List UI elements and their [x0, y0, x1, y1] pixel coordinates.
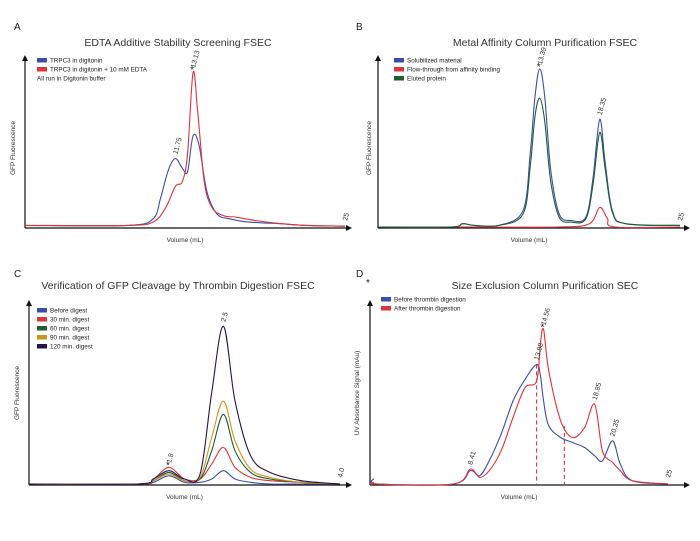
series-line	[369, 327, 669, 486]
legend-label: TRPC3 in digitonin	[50, 58, 103, 65]
panel-title: Verification of GFP Cleavage by Thrombin…	[41, 280, 315, 292]
series-line	[24, 70, 346, 227]
panel-d: D Size Exclusion Column Purification SEC V…	[354, 269, 690, 501]
peak-label: 2.5	[221, 312, 230, 323]
series-line	[377, 206, 681, 229]
extra-star-marker: *	[366, 278, 370, 289]
legend-label: After thrombin digestion	[394, 306, 461, 313]
peak-label: 25	[677, 212, 686, 221]
legend-item: TRPC3 in digitonin + 10 mM EDTA	[37, 67, 148, 74]
legend-label: 90 min. digest	[50, 335, 89, 342]
legend-item: 120 min. digest	[37, 344, 93, 351]
legend-label: 30 min. digest	[50, 317, 89, 324]
legend-item: 90 min. digest	[37, 335, 89, 342]
peak-label: 11.75	[173, 137, 184, 155]
x-axis-arrow	[684, 482, 690, 488]
legend-swatch	[37, 326, 47, 331]
legend-label: Before thrombin digestion	[394, 297, 466, 304]
panel-letter: D	[356, 269, 363, 280]
series-line	[28, 400, 341, 485]
y-axis-label: GFP Fluorescence	[14, 366, 21, 420]
legend-label: Solubilized material	[407, 58, 462, 65]
legend-label: TRPC3 in digitonin + 10 mM EDTA	[50, 67, 148, 74]
peak-star-marker: *	[537, 62, 541, 73]
peak-label: 25	[665, 469, 674, 478]
legend-swatch	[394, 67, 404, 72]
legend-swatch	[37, 67, 47, 72]
x-axis-label: Volume (mL)	[501, 494, 538, 501]
y-axis-label: GFP Fluorescence	[366, 121, 373, 175]
legend-swatch	[37, 344, 47, 349]
legend-swatch	[394, 58, 404, 63]
y-axis-arrow	[367, 300, 373, 306]
legend-swatch	[381, 306, 391, 311]
legend-label: 60 min. digest	[50, 326, 89, 333]
legend-swatch	[394, 76, 404, 81]
peak-label: 13.39	[537, 47, 548, 66]
legend-swatch	[37, 308, 47, 313]
legend-item: 30 min. digest	[37, 317, 89, 324]
series-line	[369, 363, 669, 486]
x-axis-arrow	[346, 482, 352, 488]
panel-letter: B	[356, 22, 363, 33]
peak-label: 13.13	[190, 50, 201, 69]
legend-label: Flow-through from affinity binding	[407, 67, 500, 74]
legend-item: Flow-through from affinity binding	[394, 67, 500, 74]
panel-b: B Metal Affinity Column Purification FSEC…	[356, 22, 690, 244]
x-axis-label: Volume (mL)	[167, 237, 204, 244]
peak-label: 18.85	[592, 382, 603, 401]
legend-swatch	[37, 335, 47, 340]
peak-label: 20.35	[610, 419, 621, 438]
peak-star-marker: *	[166, 460, 170, 471]
peak-label: 14.56	[541, 307, 552, 326]
peak-label: 25	[342, 212, 351, 221]
panel-a: A EDTA Additive Stability Screening FSEC V…	[10, 22, 352, 244]
legend-label: Before digest	[50, 308, 87, 315]
peak-label: 8.41	[467, 451, 477, 466]
legend-note: All run in Digitonin buffer	[37, 76, 106, 83]
series-line	[28, 413, 341, 485]
legend-item: Before digest	[37, 308, 87, 315]
peak-label: 13.98	[534, 342, 545, 361]
y-axis-arrow	[22, 55, 28, 61]
legend-item: TRPC3 in digitonin	[37, 58, 103, 65]
panel-c: C Verification of GFP Cleavage by Thrombi…	[14, 269, 352, 501]
legend-item: Before thrombin digestion	[381, 297, 466, 304]
series-line	[377, 68, 681, 228]
panel-title: Metal Affinity Column Purification FSEC	[453, 37, 638, 49]
y-axis-label: UV Absorbance Signal (mAu)	[354, 351, 361, 436]
y-axis-label: GFP Fluorescence	[10, 121, 17, 175]
x-axis-arrow	[346, 225, 352, 231]
legend-label: 120 min. digest	[50, 344, 93, 351]
panel-title: Size Exclusion Column Purification SEC	[452, 280, 639, 292]
x-axis-arrow	[684, 225, 690, 231]
x-axis-label: Volume (mL)	[166, 494, 203, 501]
legend-item: 60 min. digest	[37, 326, 89, 333]
peak-star-marker: *	[541, 323, 545, 334]
y-axis-arrow	[375, 55, 381, 61]
legend-swatch	[37, 317, 47, 322]
legend-swatch	[37, 58, 47, 63]
peak-label: 4.0	[337, 467, 346, 478]
y-axis-arrow	[26, 300, 32, 306]
x-axis-label: Volume (mL)	[511, 237, 548, 244]
legend-item: After thrombin digestion	[381, 306, 461, 313]
series-line	[28, 325, 341, 485]
legend-swatch	[381, 297, 391, 302]
peak-star-marker: *	[190, 65, 194, 76]
legend-item: Eluted protein	[394, 76, 446, 83]
series-line	[377, 97, 681, 228]
panel-letter: A	[14, 22, 21, 33]
panel-letter: C	[14, 269, 21, 280]
legend-label: Eluted protein	[407, 76, 446, 83]
series-line	[24, 133, 346, 227]
peak-label: 1.8	[166, 453, 175, 464]
legend-item: Solubilized material	[394, 58, 462, 65]
peak-label: 18.35	[597, 97, 608, 116]
panel-title: EDTA Additive Stability Screening FSEC	[84, 37, 272, 49]
